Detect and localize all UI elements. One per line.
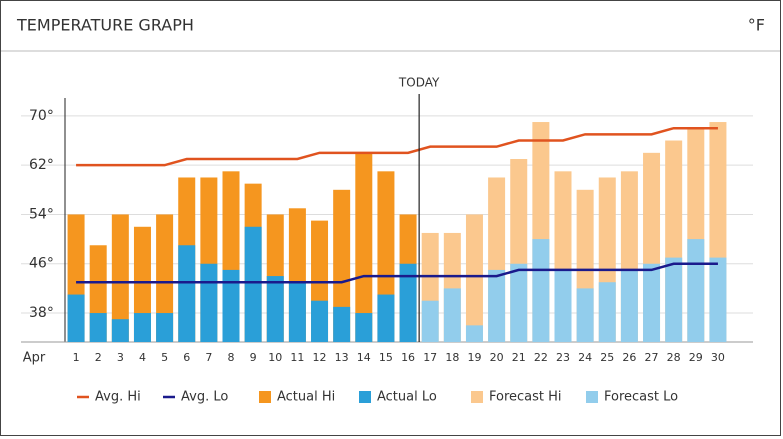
x-axis-label: Apr — [23, 351, 46, 366]
bar — [465, 214, 483, 342]
bar — [288, 282, 306, 342]
x-tick-label: 9 — [250, 351, 257, 364]
legend-swatch — [259, 391, 271, 403]
chart-title: TEMPERATURE GRAPH — [16, 16, 194, 35]
y-tick-label: 54° — [29, 206, 54, 222]
bar — [643, 263, 661, 342]
bar — [377, 294, 395, 342]
bar — [554, 269, 572, 342]
x-tick-label: 14 — [357, 351, 371, 364]
x-tick-label: 13 — [335, 351, 349, 364]
x-tick-label: 16 — [401, 351, 415, 364]
bar — [111, 214, 129, 342]
legend-label: Avg. Lo — [181, 390, 228, 405]
line-series — [76, 126, 718, 167]
x-tick-label: 6 — [183, 351, 190, 364]
x-tick-label: 23 — [556, 351, 570, 364]
x-tick-label: 24 — [578, 351, 592, 364]
x-tick-label: 12 — [313, 351, 327, 364]
x-tick-label: 30 — [711, 351, 725, 364]
bar — [311, 300, 329, 342]
y-tick-label: 62° — [29, 157, 54, 173]
bar — [67, 294, 85, 342]
x-tick-label: 17 — [423, 351, 437, 364]
x-tick-label: 26 — [622, 351, 636, 364]
bar — [156, 214, 174, 342]
x-tick-label: 15 — [379, 351, 393, 364]
bar — [510, 263, 528, 342]
y-tick-label: 46° — [29, 256, 54, 272]
y-tick-label: 38° — [29, 305, 54, 321]
bar — [200, 263, 218, 342]
bar — [687, 239, 705, 342]
legend-swatch — [359, 391, 371, 403]
legend-label: Avg. Hi — [95, 390, 141, 405]
x-tick-label: 2 — [95, 351, 102, 364]
bar — [443, 288, 461, 342]
bar — [178, 245, 196, 342]
x-tick-label: 21 — [512, 351, 526, 364]
bar — [89, 313, 107, 342]
x-tick-label: 19 — [467, 351, 481, 364]
legend-swatch — [471, 391, 483, 403]
x-tick-label: 22 — [534, 351, 548, 364]
bar — [244, 226, 262, 342]
x-tick-label: 4 — [139, 351, 146, 364]
bar — [665, 257, 683, 342]
bar — [399, 263, 417, 342]
legend-label: Actual Lo — [377, 390, 437, 405]
x-tick-label: 10 — [268, 351, 282, 364]
y-tick-label: 70° — [29, 108, 54, 124]
bar — [355, 313, 373, 342]
unit: °F — [748, 16, 765, 35]
bar — [133, 313, 151, 342]
x-tick-label: 20 — [490, 351, 504, 364]
x-tick-label: 8 — [228, 351, 235, 364]
bar — [156, 313, 174, 342]
bar — [598, 282, 616, 342]
today-label: TODAY — [398, 76, 440, 90]
bar — [266, 276, 284, 342]
bar — [620, 269, 638, 342]
x-tick-label: 25 — [600, 351, 614, 364]
x-tick-label: 3 — [117, 351, 124, 364]
x-tick-label: 29 — [689, 351, 703, 364]
bar — [421, 300, 439, 342]
bar — [111, 319, 129, 342]
x-tick-label: 28 — [667, 351, 681, 364]
legend-swatch — [586, 391, 598, 403]
bar — [355, 152, 373, 342]
x-tick-label: 11 — [290, 351, 304, 364]
legend-label: Forecast Hi — [489, 390, 562, 405]
bar — [465, 325, 483, 342]
bar — [709, 257, 727, 342]
x-tick-label: 18 — [445, 351, 459, 364]
bar — [333, 189, 351, 342]
legend-label: Actual Hi — [277, 390, 335, 405]
x-tick-label: 1 — [73, 351, 80, 364]
bar — [488, 269, 506, 342]
x-tick-label: 7 — [205, 351, 212, 364]
bar — [532, 239, 550, 342]
x-tick-label: 27 — [645, 351, 659, 364]
bar — [576, 288, 594, 342]
legend-label: Forecast Lo — [604, 390, 678, 405]
bar — [222, 269, 240, 342]
x-tick-label: 5 — [161, 351, 168, 364]
bar — [333, 306, 351, 342]
line-series — [76, 262, 718, 284]
